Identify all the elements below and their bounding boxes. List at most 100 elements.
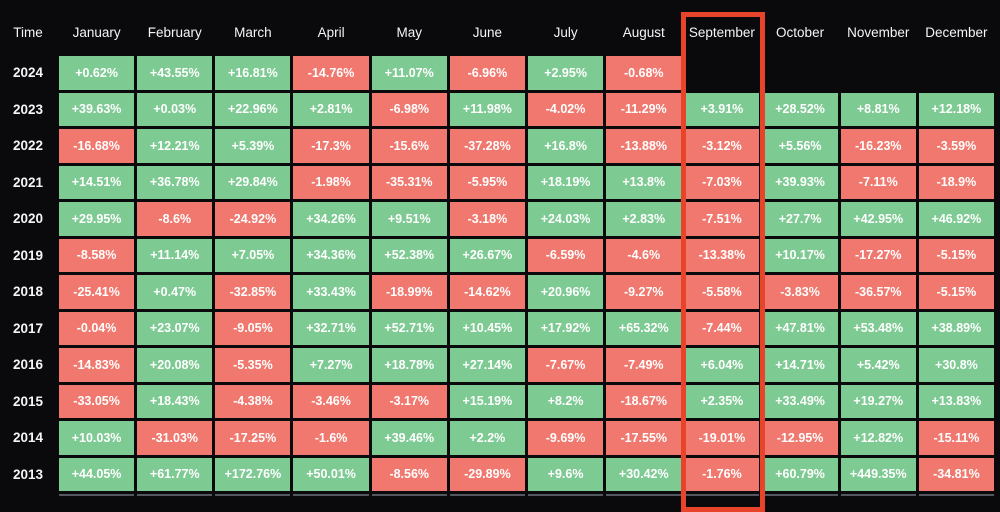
heatmap-cell: +33.43% xyxy=(293,275,369,309)
heatmap-cell: +19.27% xyxy=(840,384,916,418)
month-header-november[interactable]: November xyxy=(847,25,910,40)
heatmap-cell: -4.6% xyxy=(606,238,682,272)
heatmap-cell: +29.84% xyxy=(215,165,291,199)
heatmap-cell: -12.95% xyxy=(762,421,838,455)
partial-row-cell xyxy=(684,494,760,502)
month-header-july[interactable]: July xyxy=(553,25,578,40)
heatmap-cell: -7.03% xyxy=(684,165,760,199)
heatmap-cell: -8.6% xyxy=(137,202,213,236)
heatmap-cell: -3.83% xyxy=(762,275,838,309)
heatmap-cell: +3.91% xyxy=(684,92,760,126)
heatmap-cell: -1.98% xyxy=(293,165,369,199)
heatmap-cell: +39.63% xyxy=(59,92,135,126)
heatmap-cell: +2.35% xyxy=(684,384,760,418)
heatmap-cell: +22.96% xyxy=(215,92,291,126)
heatmap-cell: +8.81% xyxy=(840,92,916,126)
heatmap-cell: +2.81% xyxy=(293,92,369,126)
heatmap-cell: -13.38% xyxy=(684,238,760,272)
month-header-may[interactable]: May xyxy=(396,25,422,40)
month-header-april[interactable]: April xyxy=(317,25,345,40)
heatmap-cell: -6.96% xyxy=(449,56,525,90)
heatmap-cell: -7.51% xyxy=(684,202,760,236)
heatmap-cell: +20.08% xyxy=(137,348,213,382)
heatmap-cell: +20.96% xyxy=(527,275,604,309)
heatmap-cell xyxy=(762,56,837,90)
heatmap-cell: +44.05% xyxy=(59,457,135,491)
heatmap-cell: -0.68% xyxy=(606,56,682,90)
partial-row-cell xyxy=(449,494,525,502)
heatmap-cell: -36.57% xyxy=(840,275,916,309)
heatmap-cell: +32.71% xyxy=(293,311,369,345)
heatmap-cell: +2.83% xyxy=(606,202,682,236)
heatmap-cell: -8.56% xyxy=(371,457,447,491)
month-header-september[interactable]: September xyxy=(688,25,755,40)
heatmap-cell: +11.98% xyxy=(449,92,525,126)
partial-row-cell xyxy=(606,494,682,502)
heatmap-cell: +16.81% xyxy=(215,56,291,90)
time-header: Time xyxy=(13,25,43,40)
heatmap-cell: -18.9% xyxy=(918,165,994,199)
partial-row-corner xyxy=(0,494,56,502)
month-header-december[interactable]: December xyxy=(925,25,988,40)
heatmap-cell: -0.04% xyxy=(59,311,135,345)
heatmap-cell: +15.19% xyxy=(449,384,525,418)
heatmap-cell: -16.23% xyxy=(840,129,916,163)
month-header-january[interactable]: January xyxy=(72,25,121,40)
heatmap-cell: +7.27% xyxy=(293,348,369,382)
heatmap-cell: +11.07% xyxy=(371,56,447,90)
month-header-june[interactable]: June xyxy=(472,25,503,40)
year-label: 2015 xyxy=(12,393,44,409)
year-label: 2019 xyxy=(12,247,44,263)
heatmap-cell: -14.76% xyxy=(293,56,369,90)
heatmap-cell: -4.38% xyxy=(215,384,291,418)
heatmap-cell: +12.21% xyxy=(137,129,213,163)
partial-row-cell xyxy=(59,494,135,502)
heatmap-cell: -17.55% xyxy=(606,421,682,455)
heatmap-cell: -15.11% xyxy=(918,421,994,455)
heatmap-cell: +449.35% xyxy=(840,457,916,491)
partial-row-cell xyxy=(371,494,447,502)
year-label: 2022 xyxy=(12,138,44,154)
heatmap-cell: +6.04% xyxy=(684,348,760,382)
heatmap-cell: +24.03% xyxy=(527,202,604,236)
year-label: 2013 xyxy=(12,466,44,482)
heatmap-cell: +12.82% xyxy=(840,421,916,455)
heatmap-cell: +14.71% xyxy=(762,348,838,382)
heatmap-cell: +18.78% xyxy=(371,348,447,382)
heatmap-cell: -7.49% xyxy=(606,348,682,382)
heatmap-cell: -37.28% xyxy=(449,129,525,163)
heatmap-cell: +0.03% xyxy=(137,92,213,126)
heatmap-cell: +5.56% xyxy=(762,129,838,163)
partial-row-cell xyxy=(762,494,838,502)
heatmap-cell: +30.42% xyxy=(606,457,682,491)
heatmap-cell: -31.03% xyxy=(137,421,213,455)
heatmap-cell: -15.6% xyxy=(371,129,447,163)
heatmap-cell xyxy=(684,56,759,90)
heatmap-cell: -13.88% xyxy=(606,129,682,163)
heatmap-cell: -3.17% xyxy=(371,384,447,418)
heatmap-cell: +7.05% xyxy=(215,238,291,272)
heatmap-cell: -17.27% xyxy=(840,238,916,272)
heatmap-cell: -5.58% xyxy=(684,275,760,309)
month-header-august[interactable]: August xyxy=(622,25,665,40)
heatmap-cell: -25.41% xyxy=(59,275,135,309)
year-label: 2024 xyxy=(12,65,44,81)
heatmap-cell: +28.52% xyxy=(762,92,838,126)
heatmap-cell: +50.01% xyxy=(293,457,369,491)
heatmap-cell: +34.26% xyxy=(293,202,369,236)
heatmap-cell: -34.81% xyxy=(918,457,994,491)
heatmap-cell: +0.47% xyxy=(137,275,213,309)
month-header-october[interactable]: October xyxy=(776,25,825,40)
heatmap-cell: +10.45% xyxy=(449,311,525,345)
partial-row-cell xyxy=(215,494,291,502)
heatmap-cell: -9.69% xyxy=(527,421,604,455)
heatmap-cell: -18.67% xyxy=(606,384,682,418)
month-header-march[interactable]: March xyxy=(234,25,272,40)
heatmap-cell: -4.02% xyxy=(527,92,604,126)
partial-row-cell xyxy=(840,494,916,502)
year-label: 2014 xyxy=(12,430,44,446)
heatmap-cell: +30.8% xyxy=(918,348,994,382)
heatmap-cell: +11.14% xyxy=(137,238,213,272)
heatmap-cell: +47.81% xyxy=(762,311,838,345)
month-header-february[interactable]: February xyxy=(147,25,202,40)
